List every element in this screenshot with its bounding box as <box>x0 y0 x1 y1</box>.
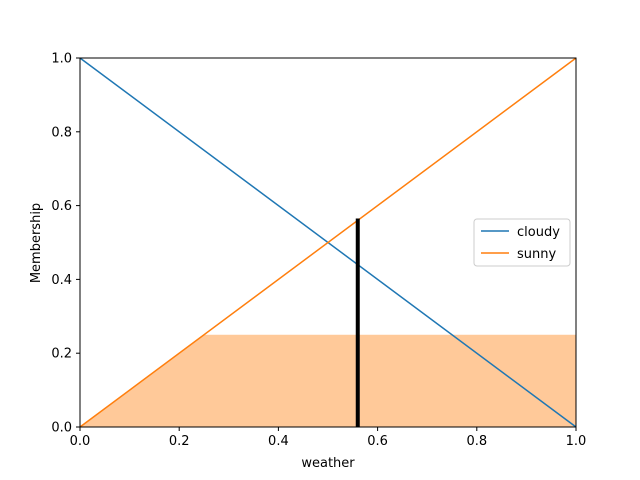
x-tick-label: 0.6 <box>367 434 388 449</box>
legend-label-cloudy: cloudy <box>517 225 560 240</box>
y-tick-label: 0.6 <box>51 199 72 214</box>
y-axis-ticks: 0.0 0.2 0.4 0.6 0.8 1.0 <box>51 52 80 436</box>
y-tick-label: 0.2 <box>51 347 72 362</box>
x-tick-label: 0.0 <box>70 434 91 449</box>
filled-membership-region <box>80 334 576 427</box>
y-axis-label: Membership <box>29 203 44 283</box>
x-tick-label: 1.0 <box>566 434 587 449</box>
fill-layer <box>80 334 576 427</box>
y-tick-label: 0.8 <box>51 125 72 140</box>
x-axis-label: weather <box>301 456 355 471</box>
series-layer <box>79 57 577 428</box>
y-tick-label: 0.0 <box>51 421 72 436</box>
legend: cloudy sunny <box>473 218 571 267</box>
y-tick-label: 1.0 <box>51 52 72 67</box>
series-line-sunny <box>79 57 577 428</box>
y-tick-label: 0.4 <box>51 273 72 288</box>
x-tick-label: 0.8 <box>466 434 487 449</box>
x-tick-label: 0.2 <box>169 434 190 449</box>
legend-label-sunny: sunny <box>517 247 556 262</box>
x-tick-label: 0.4 <box>268 434 289 449</box>
x-axis-ticks: 0.0 0.2 0.4 0.6 0.8 1.0 <box>70 427 587 449</box>
plot-frame <box>79 57 577 428</box>
